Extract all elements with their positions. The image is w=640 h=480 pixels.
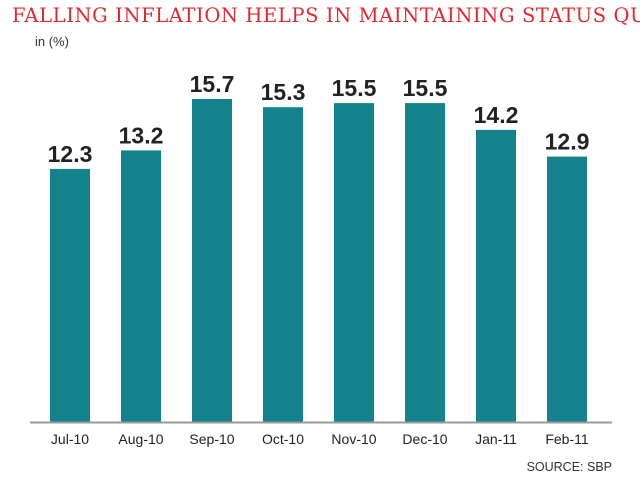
bar-aug-10 bbox=[121, 150, 161, 422]
bar-nov-10 bbox=[334, 103, 374, 422]
chart-title: FALLING INFLATION HELPS IN MAINTAINING S… bbox=[12, 4, 640, 27]
value-label-jul-10: 12.3 bbox=[48, 141, 93, 167]
bar-oct-10 bbox=[263, 107, 303, 422]
bar-feb-11 bbox=[547, 156, 587, 422]
value-label-jan-11: 14.2 bbox=[474, 102, 519, 128]
bar-jul-10 bbox=[50, 168, 90, 422]
value-label-feb-11: 12.9 bbox=[545, 129, 590, 155]
x-tick-label-jul-10: Jul-10 bbox=[51, 431, 89, 447]
x-tick-label-aug-10: Aug-10 bbox=[118, 431, 163, 447]
value-label-oct-10: 15.3 bbox=[261, 79, 306, 105]
bar-dec-10 bbox=[405, 103, 445, 422]
value-label-aug-10: 13.2 bbox=[119, 122, 164, 148]
bar-jan-11 bbox=[476, 129, 516, 422]
x-tick-label-feb-11: Feb-11 bbox=[545, 431, 589, 447]
source-note: SOURCE: SBP bbox=[526, 460, 612, 474]
x-tick-label-sep-10: Sep-10 bbox=[189, 431, 234, 447]
x-tick-label-nov-10: Nov-10 bbox=[331, 431, 376, 447]
value-labels-group: 12.3 13.2 15.7 15.3 15.5 15.5 14.2 12.9 bbox=[48, 71, 590, 167]
x-tick-label-dec-10: Dec-10 bbox=[402, 431, 447, 447]
value-label-dec-10: 15.5 bbox=[403, 75, 448, 101]
x-tick-label-oct-10: Oct-10 bbox=[262, 431, 304, 447]
bars-group bbox=[50, 99, 587, 422]
y-axis-unit-label: in (%) bbox=[35, 34, 69, 49]
bar-sep-10 bbox=[192, 99, 232, 422]
value-label-nov-10: 15.5 bbox=[332, 75, 377, 101]
x-tick-labels-group: Jul-10 Aug-10 Sep-10 Oct-10 Nov-10 Dec-10 Jan-… bbox=[51, 431, 589, 447]
x-tick-label-jan-11: Jan-11 bbox=[475, 431, 517, 447]
value-label-sep-10: 15.7 bbox=[190, 71, 235, 97]
